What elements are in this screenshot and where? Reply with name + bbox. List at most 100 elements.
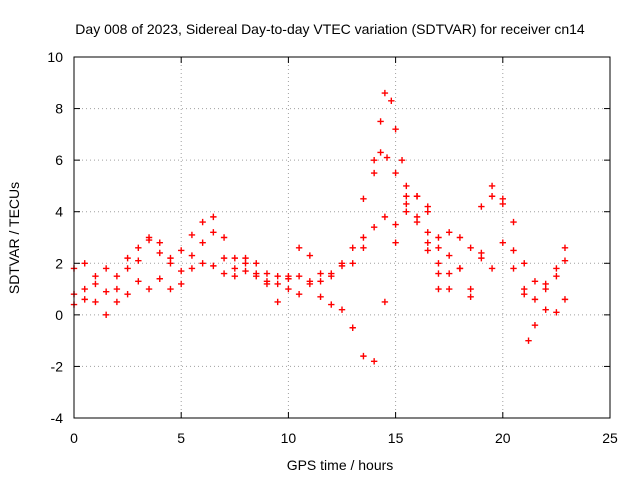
data-point: 3.5, 1 bbox=[145, 285, 153, 293]
data-point: 21.5, 0.6 bbox=[531, 296, 539, 303]
data-point: 6, 2.8 bbox=[199, 239, 206, 246]
data-point: 18, 1.8 bbox=[456, 265, 464, 272]
data-point: 13, 2.6 bbox=[349, 244, 356, 252]
data-point: 21.5, 1.3 bbox=[531, 278, 539, 285]
data-points: 0, 1.80.5, 21, 1.51.5, 1.82, 1.52.5, 2.2… bbox=[70, 89, 569, 365]
data-point: 0.5, 1 bbox=[81, 285, 88, 293]
data-point: 16.5, 4 bbox=[424, 208, 431, 215]
data-point: 2.5, 1.8 bbox=[124, 265, 131, 272]
data-point: 10, 1.4 bbox=[285, 275, 292, 282]
data-point: 21.2, -1 bbox=[525, 337, 532, 344]
data-point: 15, 2.8 bbox=[392, 239, 399, 246]
data-point: 12.5, 1.9 bbox=[338, 262, 346, 270]
data-point: 17.5, 3.2 bbox=[446, 229, 453, 236]
data-point: 3, 2.6 bbox=[135, 244, 142, 252]
series-satellite-track-6: 17.5, 3.218, 1.818.5, 119, 2.419.5, 4.62… bbox=[446, 193, 569, 344]
data-point: 8, 1.7 bbox=[242, 267, 249, 275]
data-point: 3, 1.3 bbox=[135, 278, 142, 285]
data-point: 14, -1.8 bbox=[370, 358, 378, 365]
data-point: 22.9, 0.6 bbox=[561, 296, 569, 303]
data-point: 0.5, 0.6 bbox=[81, 296, 88, 303]
data-point: 5, 2.5 bbox=[178, 247, 185, 254]
data-point: 14.5, 8.6 bbox=[381, 89, 389, 97]
data-point: 4.5, 2 bbox=[167, 260, 174, 267]
x-tick-label: 0 bbox=[70, 430, 78, 446]
data-point: 4, 1.4 bbox=[156, 275, 163, 282]
data-point: 16, 4.6 bbox=[413, 193, 421, 200]
x-tick-label: 25 bbox=[602, 430, 618, 446]
data-point: 2, 1.5 bbox=[113, 272, 121, 280]
data-point: 20.5, 1.8 bbox=[510, 265, 517, 272]
data-point: 14.6, 6.1 bbox=[383, 154, 391, 161]
data-point: 1.5, 1.8 bbox=[102, 265, 110, 272]
data-point: 22.5, 1.5 bbox=[553, 272, 560, 280]
data-point: 19.5, 4.6 bbox=[488, 193, 496, 200]
x-tick-label: 5 bbox=[177, 430, 185, 446]
data-point: 14.5, 0.5 bbox=[381, 298, 389, 306]
data-point: 17.5, 1.6 bbox=[446, 270, 453, 277]
data-point: 22.9, 2.1 bbox=[561, 257, 569, 264]
data-point: 14.5, 3.8 bbox=[381, 213, 389, 221]
grid bbox=[74, 57, 610, 418]
data-point: 8.5, 1.6 bbox=[253, 270, 260, 277]
data-point: 20.5, 3.6 bbox=[510, 218, 517, 226]
y-axis-label: SDTVAR / TECUs bbox=[6, 182, 22, 294]
data-point: 14, 6 bbox=[370, 156, 378, 164]
data-point: 3.5, 3 bbox=[145, 234, 153, 241]
data-point: 19, 4.2 bbox=[478, 203, 485, 210]
data-point: 14, 5.5 bbox=[370, 169, 378, 177]
data-point: 1.5, 0.9 bbox=[102, 288, 110, 295]
data-point: 11.5, 0.7 bbox=[317, 293, 324, 301]
data-point: 10.5, 0.8 bbox=[295, 291, 303, 298]
data-point: 22.5, 0.1 bbox=[553, 309, 560, 316]
y-tick-label: 10 bbox=[47, 49, 63, 65]
data-point: 6, 3.6 bbox=[199, 218, 206, 226]
data-point: 9, 1.6 bbox=[263, 270, 271, 277]
data-point: 13.5, 4.5 bbox=[360, 195, 367, 203]
data-point: 22, 1.2 bbox=[542, 280, 549, 288]
data-point: 15.5, 4.3 bbox=[403, 200, 410, 208]
data-point: 13, 2 bbox=[349, 260, 356, 267]
data-point: 9, 1.3 bbox=[263, 278, 271, 285]
series-satellite-track-1: 0, 1.80.5, 21, 1.51.5, 1.82, 1.52.5, 2.2… bbox=[70, 89, 442, 306]
y-tick-labels: -4 -2 0 2 4 6 8 10 bbox=[47, 49, 63, 426]
data-point: 17.5, 2.3 bbox=[446, 252, 453, 259]
data-point: 18, 3 bbox=[456, 234, 464, 241]
data-point: 18.5, 2.6 bbox=[467, 244, 474, 252]
data-point: 20, 2.8 bbox=[499, 239, 506, 246]
data-point: 17, 2 bbox=[435, 260, 442, 267]
x-tick-label: 10 bbox=[281, 430, 297, 446]
data-point: 21.5, -0.4 bbox=[531, 321, 539, 329]
y-tick-label: 6 bbox=[55, 152, 63, 168]
data-point: 7.5, 1.5 bbox=[231, 272, 238, 280]
y-tick-label: -2 bbox=[51, 358, 64, 374]
data-point: 0.5, 2 bbox=[81, 260, 88, 267]
data-point: 7.5, 2.2 bbox=[231, 254, 238, 262]
data-point: 1, 1.2 bbox=[92, 280, 99, 288]
data-point: 9.5, 1.5 bbox=[274, 272, 281, 280]
data-point: 20.5, 2.5 bbox=[510, 247, 517, 254]
data-point: 15, 5.5 bbox=[392, 169, 399, 177]
y-tick-label: 4 bbox=[55, 204, 63, 220]
data-point: 13, -0.5 bbox=[349, 324, 356, 331]
data-point: 13.5, 2.6 bbox=[360, 244, 367, 252]
data-point: 21, 2 bbox=[521, 260, 528, 267]
data-point: 2, 1 bbox=[113, 285, 121, 293]
data-point: 11.5, 1.6 bbox=[317, 270, 324, 277]
data-point: 5.5, 2.3 bbox=[188, 252, 196, 259]
data-point: 13.5, 3 bbox=[360, 234, 367, 241]
data-point: 19, 2.4 bbox=[478, 249, 485, 257]
data-point: 12.5, 0.2 bbox=[338, 306, 346, 313]
data-point: 15.5, 4 bbox=[403, 208, 410, 215]
axis-ticks bbox=[73, 56, 611, 419]
data-point: 2.5, 2.2 bbox=[124, 254, 131, 262]
data-point: 14.3, 6.3 bbox=[377, 149, 384, 156]
data-point: 11.5, 1.3 bbox=[317, 278, 324, 285]
data-point: 9.5, 1.2 bbox=[274, 280, 281, 288]
data-point: 7, 1.6 bbox=[220, 270, 228, 277]
data-point: 2, 0.5 bbox=[113, 298, 121, 306]
data-point: 5, 1.2 bbox=[178, 280, 185, 288]
x-tick-labels: 0 5 10 15 20 25 bbox=[70, 430, 618, 446]
data-point: 22.9, 2.6 bbox=[561, 244, 569, 252]
